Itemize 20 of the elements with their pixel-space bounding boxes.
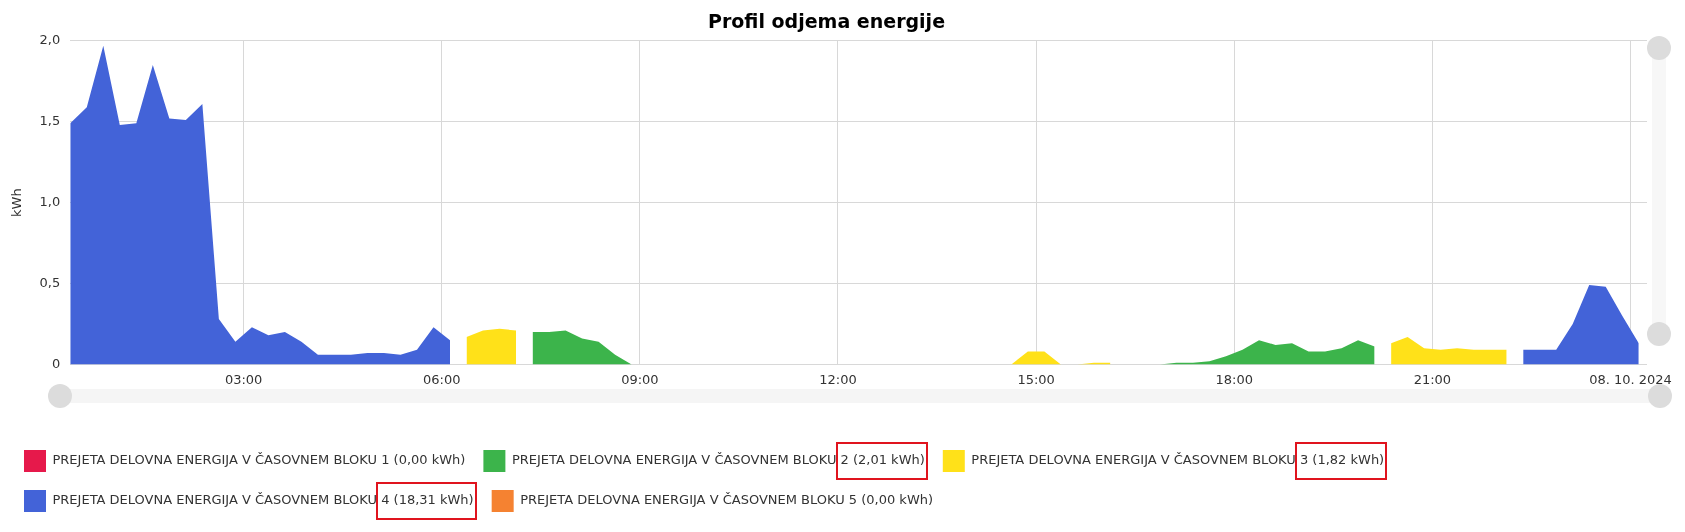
y-tick-label: 0,5	[39, 274, 61, 290]
x-tick-label: 08. 10. 2024	[1589, 371, 1672, 387]
legend-label: PREJETA DELOVNA ENERGIJA V ČASOVNEM BLOKU 5 (0,00 kWh)	[520, 492, 934, 508]
y-tick-label: 1,5	[39, 113, 61, 129]
chart-title: Profil odjema energije	[707, 10, 946, 33]
x-tick-label: 09:00	[621, 371, 659, 387]
y-tick-label: 1,0	[39, 193, 61, 209]
legend-label: PREJETA DELOVNA ENERGIJA V ČASOVNEM BLOKU 4 (18,31 kWh)	[52, 492, 474, 508]
x-tick-label: 15:00	[1017, 371, 1055, 387]
x-tick-label: 18:00	[1215, 371, 1253, 387]
legend-label: PREJETA DELOVNA ENERGIJA V ČASOVNEM BLOKU 1 (0,00 kWh)	[52, 452, 466, 468]
y-tick-label: 0	[51, 355, 61, 371]
legend-label: PREJETA DELOVNA ENERGIJA V ČASOVNEM BLOKU 2 (2,01 kWh)	[511, 452, 925, 468]
legend-label: PREJETA DELOVNA ENERGIJA V ČASOVNEM BLOKU 3 (1,82 kWh)	[971, 452, 1385, 468]
y-tick-label: 2,0	[39, 32, 61, 48]
x-tick-label: 03:00	[224, 371, 263, 387]
x-tick-label: 12:00	[819, 371, 857, 387]
y-axis-title: kWh	[9, 188, 25, 217]
x-tick-label: 21:00	[1413, 371, 1452, 387]
x-tick-label: 06:00	[423, 371, 461, 387]
